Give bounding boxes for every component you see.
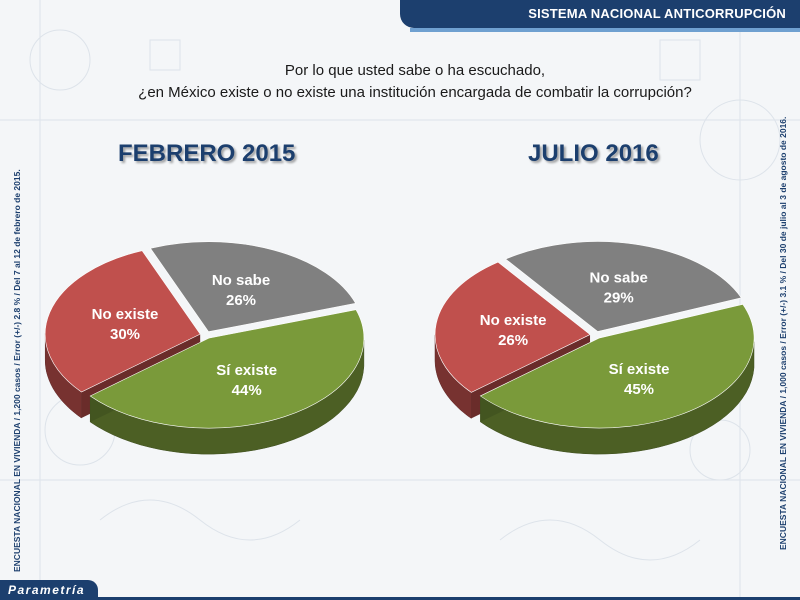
question-line-2: ¿en México existe o no existe una instit… xyxy=(138,84,692,101)
slice-label-s-existe-0: Sí existe xyxy=(216,362,277,379)
footer-line xyxy=(0,597,800,600)
header-band xyxy=(400,0,800,28)
slice-value-s-existe-0: 44% xyxy=(232,382,262,399)
header-title: SISTEMA NACIONAL ANTICORRUPCIÓN xyxy=(528,6,786,21)
pie-slice-no-sabe-0 xyxy=(149,241,357,333)
pie-slice-no-existe-0 xyxy=(44,250,201,393)
pie-slice-s-existe-1 xyxy=(479,304,755,429)
chart-title-julio-2016: JULIO 2016 xyxy=(528,140,659,167)
slice-value-no-existe-0: 30% xyxy=(110,326,140,343)
methodology-note-2015: ENCUESTA NACIONAL EN VIVIENDA / 1,200 ca… xyxy=(12,169,22,572)
methodology-note-2016: ENCUESTA NACIONAL EN VIVIENDA / 1,000 ca… xyxy=(778,116,788,550)
slice-label-no-sabe-0: No sabe xyxy=(212,272,270,289)
slice-value-s-existe-1: 45% xyxy=(624,381,654,398)
slice-label-no-existe-0: No existe xyxy=(92,306,159,323)
slice-label-no-existe-1: No existe xyxy=(480,312,547,329)
chart-title-febrero-2015: FEBRERO 2015 xyxy=(118,140,296,167)
survey-question: Por lo que usted sabe o ha escuchado, ¿e… xyxy=(0,60,800,104)
pie-slice-no-sabe-1 xyxy=(505,241,742,332)
slice-value-no-sabe-1: 29% xyxy=(604,290,634,307)
question-line-1: Por lo que usted sabe o ha escuchado, xyxy=(284,62,546,79)
header-accent-line xyxy=(410,28,800,32)
footer-band xyxy=(0,580,98,600)
slice-value-no-sabe-0: 26% xyxy=(226,292,256,309)
pie-slice-no-existe-1 xyxy=(434,261,591,393)
slice-label-s-existe-1: Sí existe xyxy=(609,361,670,378)
parametria-logo: Parametría xyxy=(8,583,86,597)
slice-value-no-existe-1: 26% xyxy=(498,332,528,349)
pie-slice-s-existe-0 xyxy=(89,309,365,429)
slice-label-no-sabe-1: No sabe xyxy=(590,270,648,287)
